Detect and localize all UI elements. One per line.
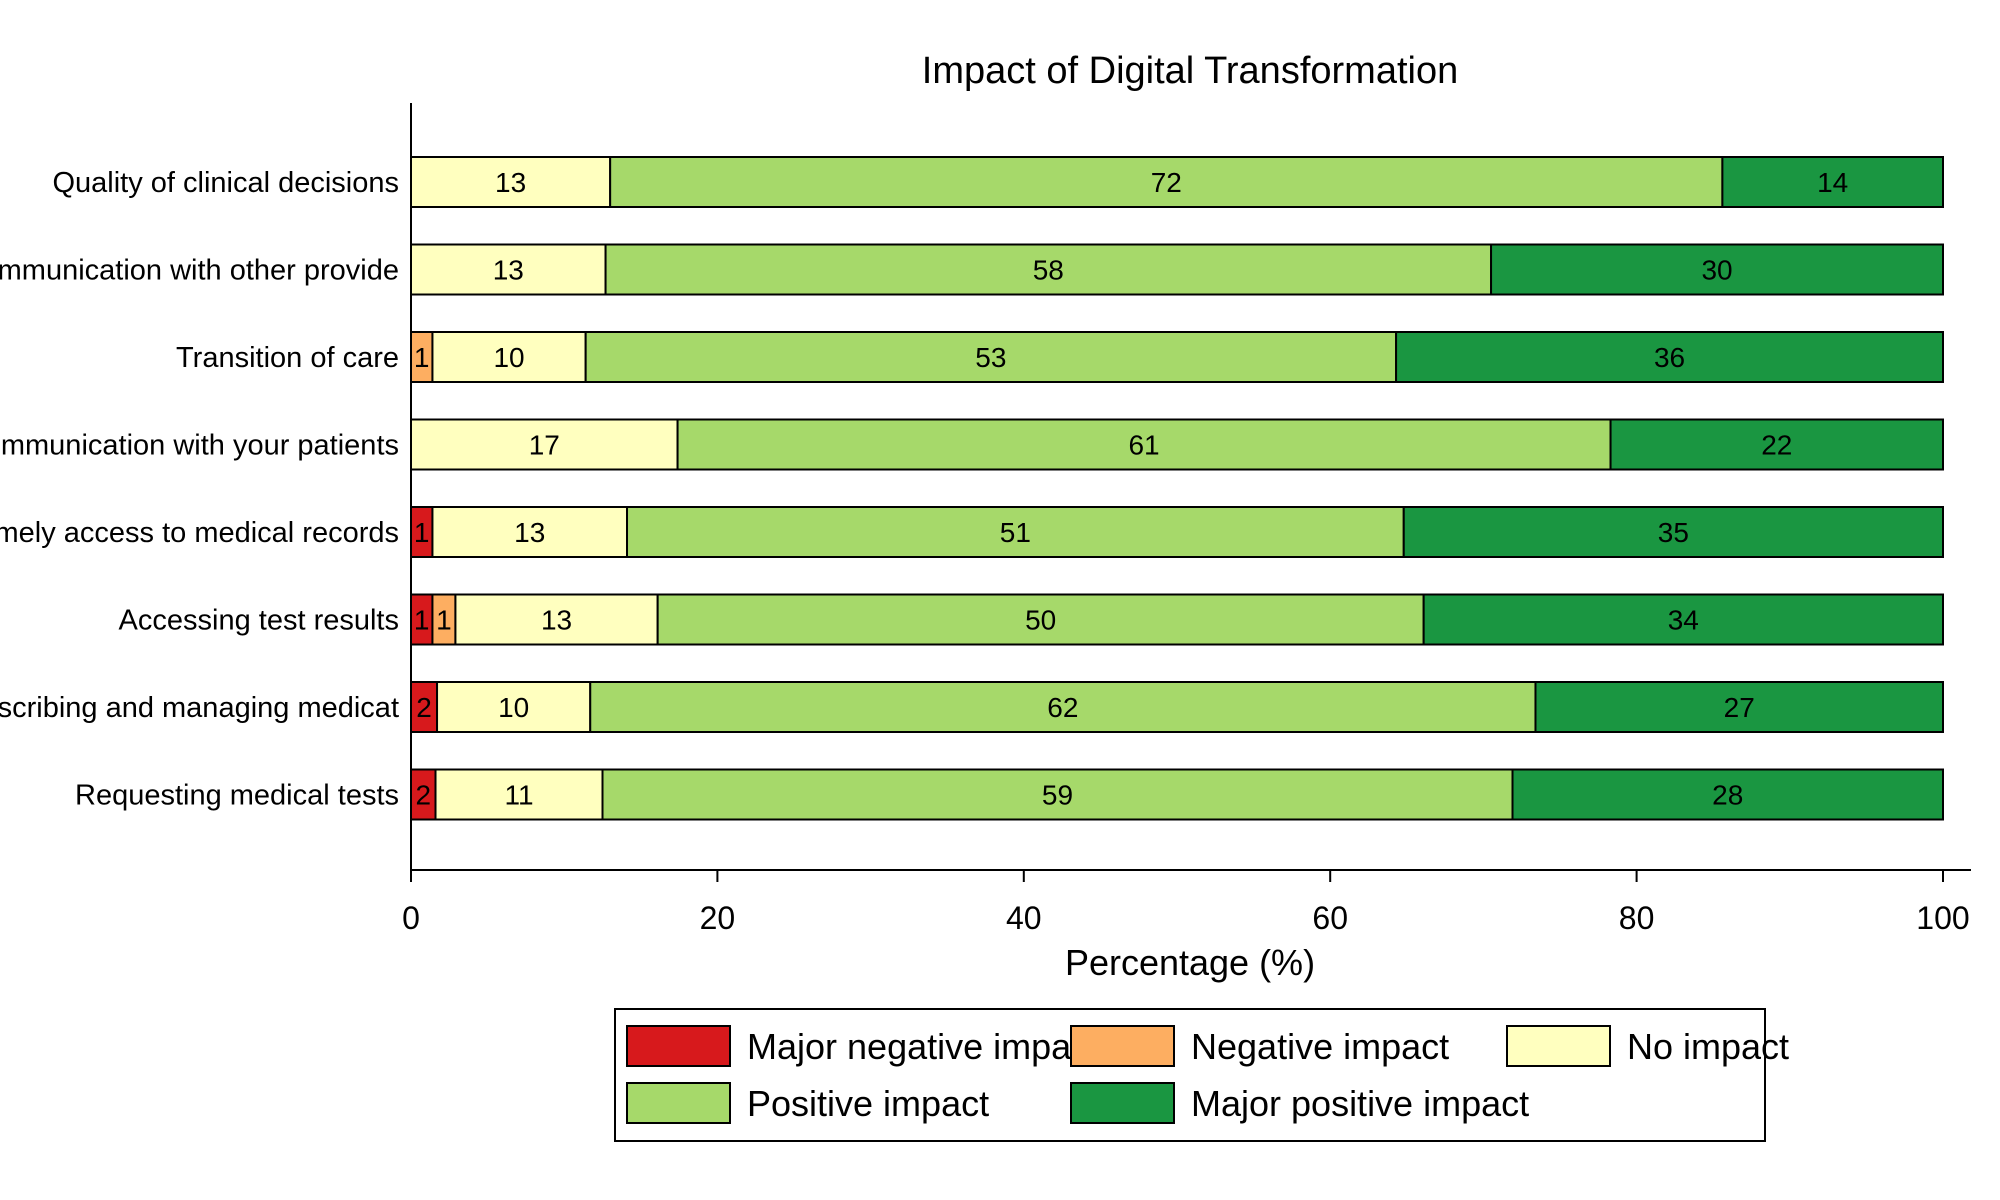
bar-segment [431, 506, 629, 558]
legend-swatch [1070, 1025, 1175, 1067]
legend: Major negative impact Negative impact No i… [614, 1008, 1789, 1142]
category-label: Communication with your patients [0, 430, 399, 462]
data-label: 2 [415, 780, 431, 811]
bar-segment [609, 156, 1724, 208]
data-label: 50 [1025, 605, 1056, 636]
data-label: 53 [975, 342, 1006, 373]
data-label: 13 [541, 605, 572, 636]
legend-swatch [626, 1082, 731, 1124]
category-label: Prescribing and managing medicat [0, 692, 399, 724]
x-tick-label: 20 [700, 900, 736, 936]
data-label: 10 [498, 692, 529, 723]
x-tick-label: 100 [1916, 900, 1969, 936]
bar-segment [1402, 506, 1944, 558]
category-labels-layer: Quality of clinical decisions Communicati… [0, 167, 399, 812]
data-label: 28 [1712, 780, 1743, 811]
bar-segment [676, 418, 1612, 471]
category-label: Communication with other provide [0, 255, 399, 287]
bar-segment [454, 593, 659, 646]
chart-title: Impact of Digital Transformation [922, 50, 1458, 92]
data-label: 1 [414, 342, 430, 373]
data-label: 13 [514, 517, 545, 548]
data-label: 58 [1033, 255, 1064, 286]
legend-label: No impact [1627, 1026, 1789, 1067]
legend-swatch [626, 1025, 731, 1067]
legend-swatch [1070, 1082, 1175, 1124]
x-ticks-layer: 0 20 40 60 80 100 [402, 870, 1970, 936]
data-label: 11 [504, 780, 533, 811]
x-tick-label: 60 [1312, 900, 1348, 936]
category-label: Requesting medical tests [75, 780, 399, 812]
category-label: Quality of clinical decisions [52, 167, 399, 199]
legend-swatch [1506, 1025, 1611, 1067]
data-label: 35 [1658, 517, 1689, 548]
bar-segment [1534, 681, 1945, 733]
data-label: 17 [529, 430, 560, 461]
data-label: 10 [493, 342, 524, 373]
x-tick-label: 40 [1006, 900, 1042, 936]
bar-segment [656, 593, 1425, 646]
legend-label: Negative impact [1191, 1026, 1449, 1067]
x-tick-label: 0 [402, 900, 420, 936]
bar-segment [584, 331, 1398, 383]
bar-segment [1511, 768, 1945, 821]
data-label: 13 [493, 255, 524, 286]
bar-segment [589, 681, 1537, 733]
legend-label: Major positive impact [1191, 1083, 1529, 1124]
category-label: Transition of care [176, 342, 399, 374]
category-label: Timely access to medical records [0, 517, 399, 549]
data-label: 72 [1151, 167, 1182, 198]
data-label: 22 [1761, 430, 1792, 461]
data-label: 30 [1701, 255, 1732, 286]
data-label: 1 [436, 605, 452, 636]
data-label: 51 [1000, 517, 1031, 548]
data-label: 14 [1817, 167, 1848, 198]
bar-segment [1395, 331, 1945, 383]
data-label: 1 [414, 517, 430, 548]
data-label: 62 [1047, 692, 1078, 723]
category-label: Accessing test results [119, 605, 399, 637]
bar-segment [1721, 156, 1944, 208]
data-label: 36 [1654, 342, 1685, 373]
data-label: 59 [1042, 780, 1073, 811]
legend-label: Positive impact [747, 1083, 989, 1124]
bar-segment [1422, 593, 1944, 646]
data-label: 34 [1668, 605, 1699, 636]
x-tick-label: 80 [1619, 900, 1655, 936]
bar-segment [1490, 243, 1945, 296]
bar-segment [626, 506, 1405, 558]
x-axis-label: Percentage (%) [1065, 942, 1315, 983]
bar-segment [436, 681, 592, 733]
data-label: 13 [495, 167, 526, 198]
data-label: 61 [1128, 430, 1159, 461]
data-label: 27 [1724, 692, 1755, 723]
bar-segment [604, 243, 1493, 296]
data-label: 1 [414, 605, 430, 636]
bar-segment [1609, 418, 1945, 471]
bar-segment [434, 768, 604, 821]
legend-label: Major negative impact [747, 1026, 1099, 1067]
data-label: 2 [416, 692, 432, 723]
